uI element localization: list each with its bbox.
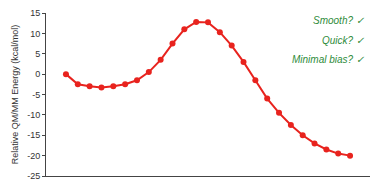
svg-text:-20: -20 <box>27 151 40 161</box>
svg-text:Relative QM/MM Energy (kcal/mo: Relative QM/MM Energy (kcal/mol) <box>10 25 20 165</box>
svg-text:15: 15 <box>30 8 40 18</box>
svg-text:Quick? ✓: Quick? ✓ <box>322 35 365 46</box>
svg-text:5: 5 <box>35 49 40 59</box>
svg-text:0: 0 <box>35 69 40 79</box>
svg-text:-10: -10 <box>27 110 40 120</box>
svg-text:-15: -15 <box>27 130 40 140</box>
svg-text:10: 10 <box>30 29 40 39</box>
svg-text:Minimal bias? ✓: Minimal bias? ✓ <box>292 54 365 65</box>
svg-text:Smooth? ✓: Smooth? ✓ <box>313 15 365 26</box>
svg-text:-5: -5 <box>32 90 40 100</box>
svg-text:-25: -25 <box>27 171 40 181</box>
